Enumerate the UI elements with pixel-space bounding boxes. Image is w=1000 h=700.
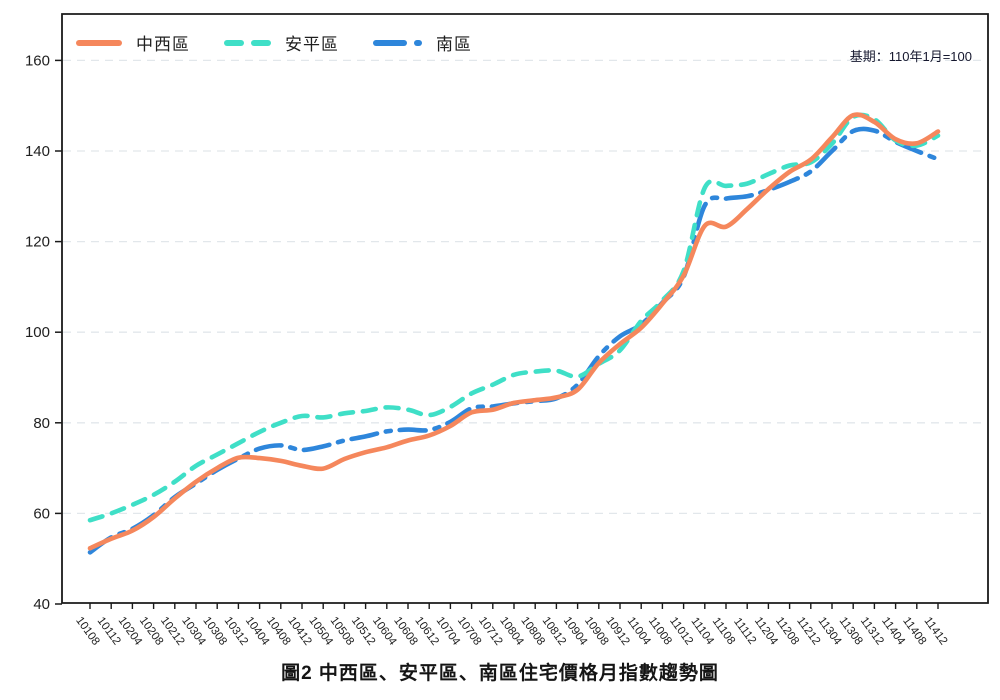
y-tick-label: 60 (33, 505, 50, 522)
legend-line-solid-icon (76, 39, 122, 46)
legend-label: 中西區 (136, 35, 190, 54)
y-tick-label: 120 (25, 234, 50, 251)
legend-item-anping[interactable]: 安平區 (224, 30, 339, 55)
x-tick-label: 11412 (921, 615, 949, 647)
chart-title: 圖2 中西區、安平區、南區住宅價格月指數趨勢圖 (281, 663, 719, 684)
y-tick-label: 40 (33, 596, 50, 613)
y-tick-label: 100 (25, 324, 50, 341)
series-line-南區 (87, 126, 941, 555)
legend-label: 南區 (436, 35, 472, 54)
y-tick-label: 140 (25, 143, 50, 160)
legend-item-zhongxi[interactable]: 中西區 (76, 30, 190, 55)
chart-legend: 中西區 安平區 南區 (76, 30, 506, 55)
y-tick-label: 80 (33, 415, 50, 432)
x-tick-label: 11108 (710, 615, 738, 647)
legend-item-nan[interactable]: 南區 (373, 30, 472, 55)
legend-label: 安平區 (285, 35, 339, 54)
y-tick-label: 160 (25, 52, 50, 69)
plot-border (61, 13, 989, 604)
legend-line-dashdot-icon (373, 39, 422, 46)
series-line-中西區 (87, 112, 941, 551)
legend-line-dashed-icon (224, 39, 271, 46)
series-line-安平區 (87, 112, 941, 523)
base-period-note: 基期：110年1月=100 (849, 49, 972, 64)
